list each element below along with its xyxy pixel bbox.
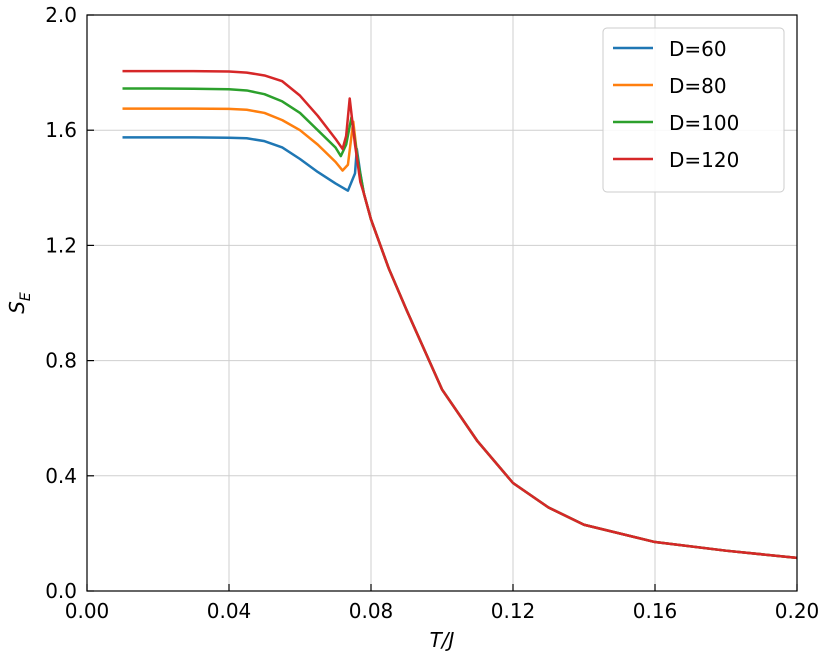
legend-label: D=120 xyxy=(669,148,739,172)
ticks: 0.00 0.04 0.08 0.12 0.16 0.20 0.0 0.4 0.8 1.2 1.6 2… xyxy=(45,3,819,623)
legend: D=60 D=80 D=100 D=120 xyxy=(602,27,785,193)
series-line xyxy=(122,136,798,560)
x-axis-label: T/J xyxy=(430,628,455,652)
y-tick-label: 0.0 xyxy=(45,579,77,603)
y-tick-label: 2.0 xyxy=(45,3,77,27)
x-tick-label: 0.20 xyxy=(775,599,820,623)
x-tick-label: 0.12 xyxy=(491,599,536,623)
y-tick-label: 1.2 xyxy=(45,233,77,257)
y-axis-label-sub: E xyxy=(18,292,34,301)
y-tick-label: 1.6 xyxy=(45,118,77,142)
legend-label: D=80 xyxy=(669,74,727,98)
x-tick-label: 0.04 xyxy=(207,599,252,623)
y-axis-label-main: S xyxy=(5,301,29,314)
x-tick-label: 0.08 xyxy=(349,599,394,623)
legend-label: D=100 xyxy=(669,111,739,135)
y-tick-label: 0.4 xyxy=(45,464,77,488)
legend-label: D=60 xyxy=(669,37,727,61)
x-tick-label: 0.00 xyxy=(65,599,110,623)
x-tick-label: 0.16 xyxy=(633,599,678,623)
lines xyxy=(122,69,798,560)
series-line xyxy=(122,69,798,560)
plot-frame xyxy=(86,14,798,592)
y-axis-label: SE xyxy=(5,292,34,314)
y-tick-label: 0.8 xyxy=(45,349,77,373)
legend-box xyxy=(602,27,785,193)
